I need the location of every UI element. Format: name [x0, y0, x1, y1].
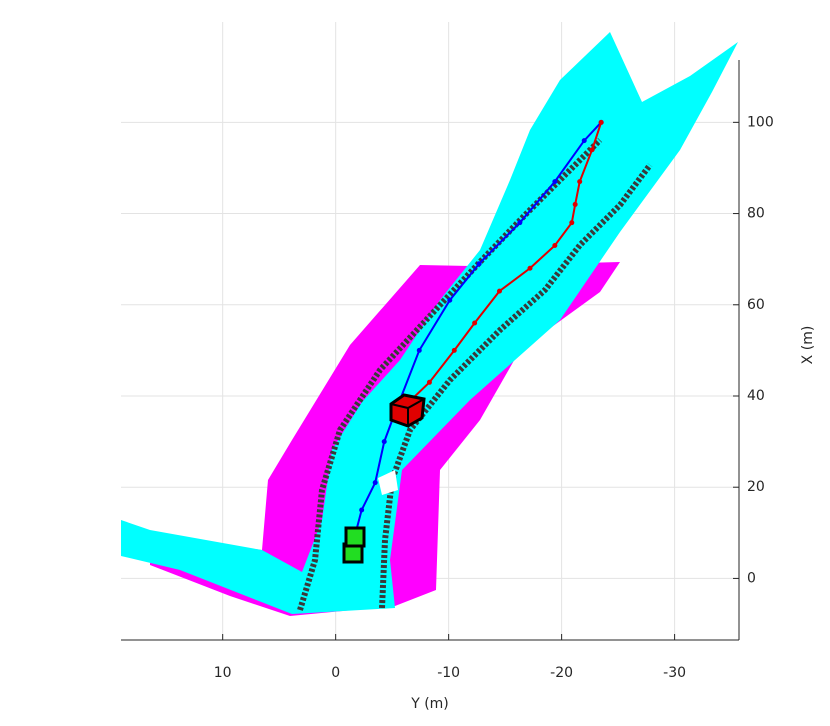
trajectory-point	[416, 347, 422, 353]
trajectory-point	[581, 138, 587, 144]
hole	[378, 470, 398, 495]
cyan-region	[121, 32, 738, 614]
trajectory-point	[359, 507, 365, 513]
lane-line	[379, 163, 653, 609]
trajectory-point	[589, 147, 595, 153]
point-cloud	[121, 32, 738, 616]
trajectory-point	[577, 179, 583, 185]
x-axis-label: Y (m)	[410, 696, 449, 712]
trajectory-point	[517, 220, 523, 226]
trajectory-point	[552, 242, 558, 248]
trajectory-point	[426, 379, 432, 385]
y-tick-label: 100	[747, 114, 774, 130]
y-tick-label: 20	[747, 479, 765, 495]
x-tick-label: -10	[437, 665, 460, 681]
vehicle-boxes	[342, 393, 426, 564]
trajectory-point	[496, 288, 502, 294]
y-tick-label: 80	[747, 206, 765, 222]
x-tick-label: 10	[214, 665, 232, 681]
y-axis-label: X (m)	[800, 326, 816, 365]
trajectory-point	[451, 347, 457, 353]
x-tick-label: -30	[663, 665, 686, 681]
trajectory	[405, 122, 603, 406]
x-tick-label: 0	[331, 665, 340, 681]
trajectory-point	[447, 297, 453, 303]
trajectory-point	[552, 179, 558, 185]
trajectory-point	[572, 201, 578, 207]
trajectory-point	[476, 261, 482, 267]
y-tick-label: 40	[747, 388, 765, 404]
trajectory	[350, 121, 602, 550]
trajectory-point	[569, 220, 575, 226]
lane-line	[297, 137, 603, 611]
trajectory-point	[381, 439, 387, 445]
green-box	[344, 526, 366, 548]
y-tick-label: 60	[747, 297, 765, 313]
trajectory-point	[372, 480, 378, 486]
x-tick-label: -20	[550, 665, 573, 681]
trajectory-point	[472, 320, 478, 326]
trajectory-point	[527, 265, 533, 271]
y-tick-label: 0	[747, 570, 756, 586]
trajectory-point	[598, 119, 604, 125]
